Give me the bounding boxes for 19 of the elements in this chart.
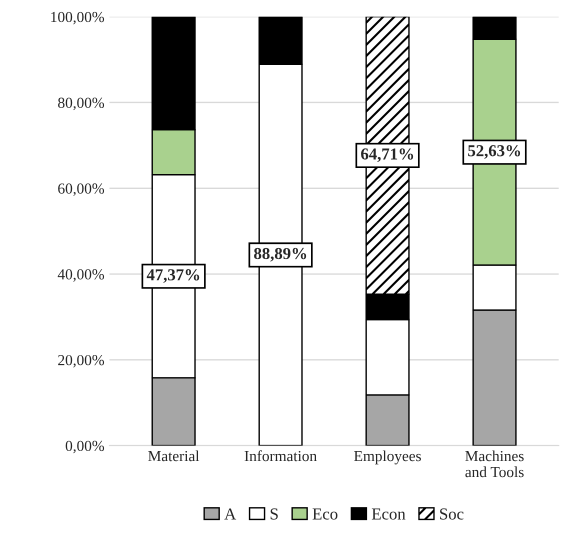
legend-label: Soc: [440, 508, 464, 520]
data-label: 47,37%: [146, 269, 200, 283]
y-tick-label: 100,00%: [51, 12, 104, 24]
x-tick-label: Material: [148, 450, 200, 462]
legend-label: A: [224, 508, 236, 520]
y-tick-label: 0,00%: [66, 440, 104, 454]
data-label: 64,71%: [361, 148, 414, 162]
legend-label: Eco: [312, 508, 338, 520]
legend-label: S: [270, 508, 278, 520]
x-tick-label: Machines and Tools: [465, 450, 524, 478]
y-tick-label: 60,00%: [58, 183, 104, 196]
y-tick-label: 40,00%: [58, 269, 104, 282]
y-tick-label: 20,00%: [58, 354, 104, 368]
x-tick-label: Information: [244, 450, 317, 462]
legend-label: Econ: [372, 508, 406, 520]
data-label: 88,89%: [254, 248, 306, 262]
x-tick-label: Employees: [354, 450, 421, 464]
y-tick-label: 80,00%: [58, 98, 104, 110]
data-label: 52,63%: [468, 145, 520, 159]
